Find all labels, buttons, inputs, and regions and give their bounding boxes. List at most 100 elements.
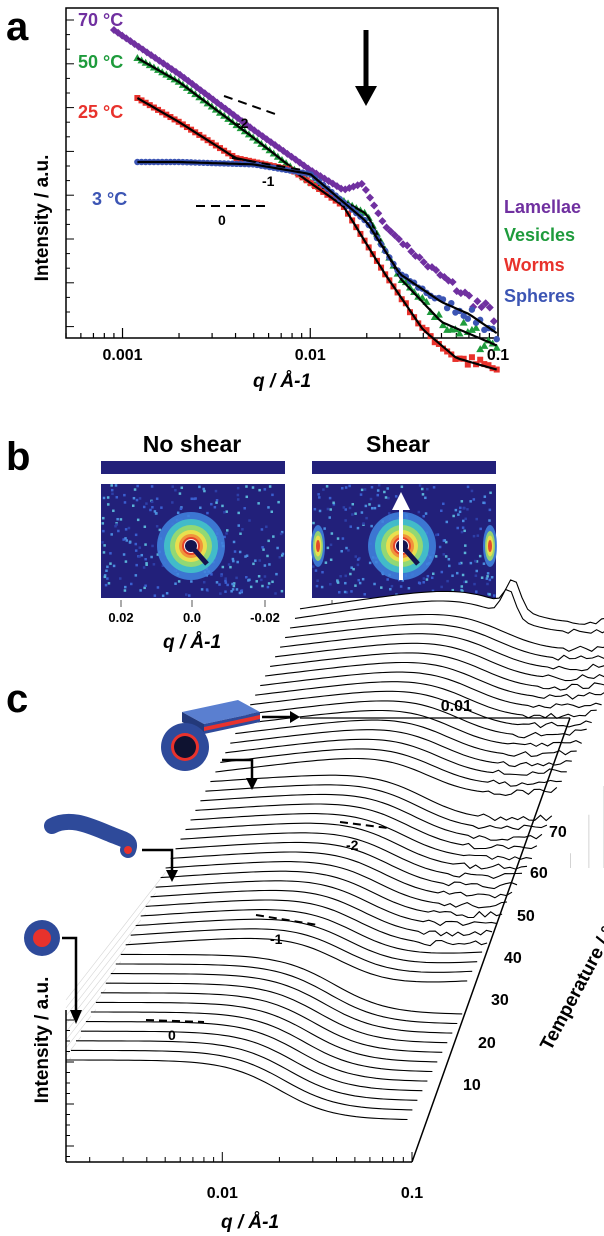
detector-pixel xyxy=(180,506,183,509)
detector-pixel xyxy=(122,538,125,541)
detector-pixel xyxy=(114,484,118,487)
detector-pixel xyxy=(102,529,105,533)
detector-pixel xyxy=(110,533,113,536)
panel-a-y-ticks xyxy=(66,19,74,328)
detector-pixel xyxy=(105,569,108,572)
data-point xyxy=(382,223,391,232)
detector-pixel xyxy=(106,496,110,499)
panel-a-y-axis-title: Intensity / a.u. xyxy=(32,155,53,282)
temperature-tick-label: 70 xyxy=(549,824,567,841)
detector-pixel xyxy=(243,506,246,510)
detector-pixel xyxy=(438,545,442,549)
data-point xyxy=(460,355,467,362)
vesicle-icon xyxy=(161,723,258,790)
detector-pixel xyxy=(112,564,116,568)
detector-pixel xyxy=(187,594,191,597)
detector-pixel xyxy=(144,543,147,546)
data-point xyxy=(485,303,494,312)
detector-pixel xyxy=(341,537,345,540)
temperature-curve xyxy=(185,822,528,870)
detector-pixel xyxy=(278,555,282,559)
detector-pixel xyxy=(103,574,107,577)
detector-pixel xyxy=(458,562,461,565)
detector-pixel xyxy=(174,488,177,492)
detector-pixel xyxy=(329,582,332,586)
detector-pixel xyxy=(232,582,236,585)
detector-pixel xyxy=(103,544,106,547)
series-spheres xyxy=(134,158,500,343)
detector-pixel xyxy=(252,562,255,566)
data-point xyxy=(378,217,387,226)
detector-pixel xyxy=(143,525,147,529)
data-point xyxy=(374,209,383,218)
detector-pixel xyxy=(325,485,329,488)
detector-pixel xyxy=(190,497,193,501)
detector-pixel xyxy=(426,487,429,491)
temperature-curve xyxy=(165,861,508,909)
detector-pixel xyxy=(322,488,325,491)
detector-pixel xyxy=(440,570,444,574)
detector-pixel xyxy=(482,562,486,565)
temperature-curve xyxy=(299,579,604,625)
detector-pixel xyxy=(111,492,114,496)
worm-body xyxy=(44,813,137,858)
detector-pixel xyxy=(451,588,455,592)
temperature-label: 25 °C xyxy=(78,102,123,122)
worm-arrowhead xyxy=(166,870,178,882)
detector-pixel xyxy=(351,502,355,506)
detector-pixel xyxy=(479,527,482,531)
detector-pixel xyxy=(224,590,227,593)
detector-pixel xyxy=(247,579,250,582)
detector-pixel xyxy=(156,586,160,589)
detector-pixel xyxy=(193,497,196,501)
detector-pixel xyxy=(115,523,118,526)
detector-pixel xyxy=(215,499,219,502)
detector-pixel xyxy=(463,580,466,584)
detector-pixel xyxy=(107,582,111,585)
slope-label: 0 xyxy=(218,212,226,228)
temperature-curve xyxy=(125,937,468,983)
data-point xyxy=(480,341,489,349)
detector-pixel xyxy=(389,587,392,591)
detector-pixel xyxy=(142,505,146,509)
detector-pixel xyxy=(444,540,448,544)
temperature-curve xyxy=(105,982,448,1044)
detector-pixel xyxy=(387,496,390,500)
detector-pixel xyxy=(475,590,478,593)
detector-pixel xyxy=(373,582,376,586)
detector-pixel xyxy=(485,577,489,580)
detector-pixel xyxy=(230,590,233,593)
peak-arrow xyxy=(355,30,377,106)
no-shear-strip xyxy=(101,461,285,474)
detector-pixel xyxy=(130,582,133,586)
detector-pixel xyxy=(475,560,479,563)
detector-pixel xyxy=(347,549,350,552)
detector-pixel xyxy=(261,584,264,588)
detector-pixel xyxy=(354,555,358,558)
lamella-core xyxy=(204,715,260,731)
detector-pixel xyxy=(240,589,243,593)
detector-pixel xyxy=(324,561,328,564)
detector-pixel xyxy=(158,528,162,532)
detector-pixel xyxy=(487,592,490,596)
detector-pixel xyxy=(373,506,377,510)
detector-pixel xyxy=(482,501,485,505)
detector-pixel xyxy=(344,486,348,489)
panel-c-letter: c xyxy=(6,677,28,721)
panel-a-x-axis-title: q / Å-1 xyxy=(253,371,311,392)
detector-pixel xyxy=(312,521,315,525)
detector-pixel xyxy=(235,576,238,580)
detector-pixel xyxy=(368,561,372,565)
detector-pixel xyxy=(227,563,231,566)
detector-pixel xyxy=(422,581,425,584)
detector-pixel xyxy=(315,584,319,588)
data-point xyxy=(481,299,490,308)
detector-pixel xyxy=(488,508,492,512)
detector-pixel xyxy=(473,582,476,586)
sphere-core xyxy=(33,929,51,947)
shear-strip xyxy=(312,461,496,474)
detector-pixel xyxy=(461,573,465,577)
detector-pixel xyxy=(275,572,278,576)
detector-pixel xyxy=(332,503,336,506)
detector-pixel xyxy=(266,554,269,558)
